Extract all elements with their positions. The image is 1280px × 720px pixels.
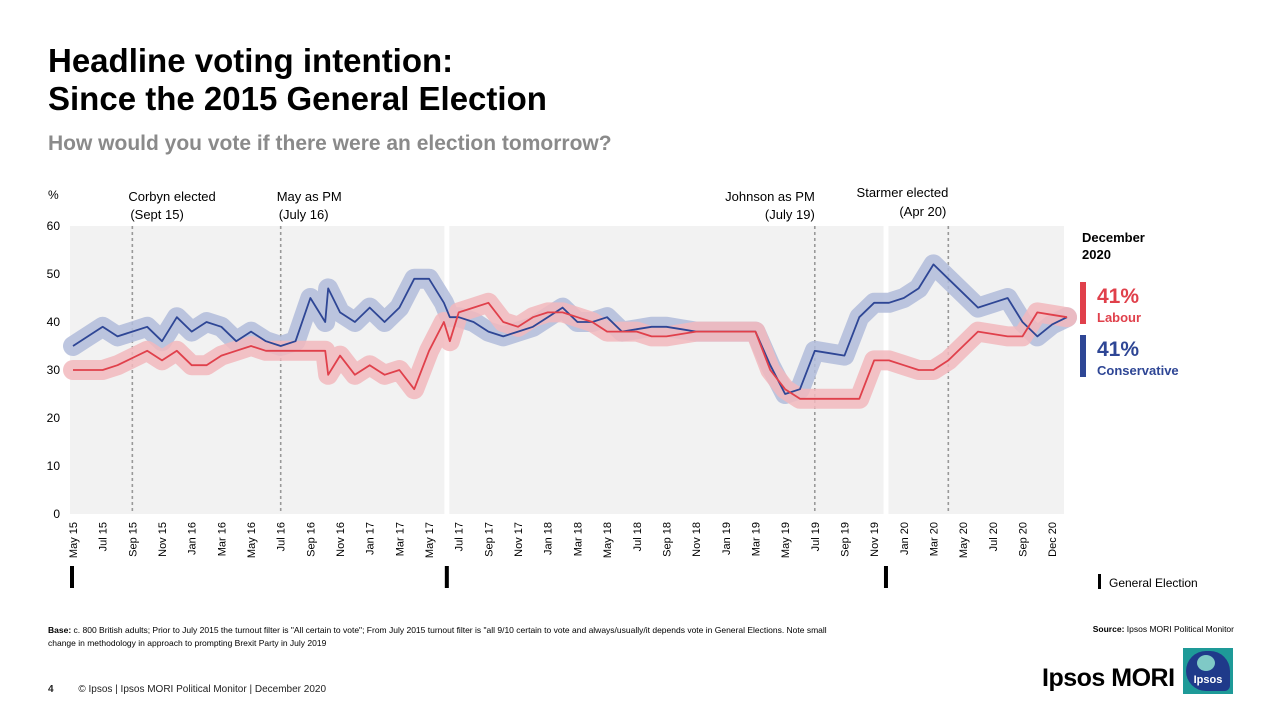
x-tick-label: Mar 16	[216, 522, 228, 556]
x-tick-label: Mar 17	[394, 522, 406, 556]
title-line-1: Headline voting intention:	[48, 42, 454, 79]
ipsos-logo-icon: Ipsos	[1183, 648, 1233, 694]
page-title: Headline voting intention: Since the 201…	[48, 42, 547, 118]
annotation-date: (July 19)	[765, 207, 815, 222]
x-tick-label: Sep 18	[661, 522, 673, 557]
y-tick-label: 40	[47, 315, 61, 329]
conservative-confidence-band	[63, 254, 1077, 404]
conservative-line	[72, 263, 1068, 395]
legend-conservative-swatch	[1080, 335, 1086, 377]
x-tick-label: Jul 16	[276, 522, 288, 551]
annotation-date: (Sept 15)	[130, 207, 183, 222]
x-tick-label: Jan 19	[721, 522, 733, 555]
x-tick-label: May 15	[68, 522, 80, 558]
annotation-title: Johnson as PM	[725, 189, 815, 204]
annotation-title: Corbyn elected	[128, 189, 215, 204]
x-tick-label: Jul 19	[810, 522, 822, 551]
annotation-date: (July 16)	[279, 207, 329, 222]
y-tick-label: 0	[53, 507, 60, 521]
legend-labour-label: Labour	[1097, 310, 1141, 325]
x-tick-label: Sep 16	[305, 522, 317, 557]
x-tick-label: Jul 20	[988, 522, 1000, 551]
x-tick-label: May 17	[424, 522, 436, 558]
legend-conservative-value: 41%	[1097, 338, 1139, 361]
x-tick-label: May 16	[246, 522, 258, 558]
page-number: 4	[48, 684, 54, 695]
source-text: Ipsos MORI Political Monitor	[1124, 624, 1234, 634]
x-tick-label: May 19	[780, 522, 792, 558]
annotation-title: May as PM	[277, 189, 342, 204]
legend-labour-value: 41%	[1097, 285, 1139, 308]
page-subtitle: How would you vote if there were an elec…	[48, 132, 612, 155]
x-tick-label: Nov 16	[335, 522, 347, 557]
general-election-marker	[883, 566, 888, 588]
legend-conservative-label: Conservative	[1097, 363, 1179, 378]
y-tick-label: 30	[47, 363, 61, 377]
source-note: Source: Ipsos MORI Political Monitor	[1093, 624, 1234, 634]
title-line-2: Since the 2015 General Election	[48, 80, 547, 117]
x-tick-label: Jul 15	[98, 522, 110, 551]
x-tick-label: Mar 20	[928, 522, 940, 556]
x-tick-label: Sep 15	[127, 522, 139, 557]
legend-heading-year: 2020	[1082, 247, 1111, 262]
general-election-marker	[444, 566, 449, 588]
x-tick-label: Nov 17	[513, 522, 525, 557]
x-tick-label: Mar 19	[750, 522, 762, 556]
base-label: Base:	[48, 625, 72, 635]
legend-election-label: General Election	[1109, 576, 1198, 590]
base-text: c. 800 British adults; Prior to July 201…	[48, 625, 827, 648]
x-tick-label: Sep 19	[839, 522, 851, 557]
x-tick-label: Dec 20	[1047, 522, 1059, 557]
general-election-marker	[70, 566, 74, 588]
x-tick-label: Jan 20	[899, 522, 911, 555]
footer-text: © Ipsos | Ipsos MORI Political Monitor |…	[78, 684, 326, 695]
labour-confidence-band	[63, 292, 1077, 409]
plot-area	[70, 226, 1064, 514]
y-tick-label: 20	[47, 411, 61, 425]
y-axis-label: %	[48, 188, 59, 202]
x-tick-label: Jan 16	[187, 522, 199, 555]
legend-heading: December	[1082, 230, 1145, 245]
y-tick-label: 50	[47, 267, 61, 281]
labour-line	[73, 301, 1068, 400]
x-tick-label: Jan 17	[365, 522, 377, 555]
x-tick-label: Sep 17	[483, 522, 495, 557]
x-tick-label: May 20	[958, 522, 970, 558]
x-tick-label: May 18	[602, 522, 614, 558]
legend-labour-swatch	[1080, 282, 1086, 324]
logo-text: Ipsos	[1193, 674, 1223, 686]
brand-name: Ipsos MORI	[1042, 664, 1175, 692]
base-note: Base: c. 800 British adults; Prior to Ju…	[48, 624, 838, 650]
x-tick-label: Nov 19	[869, 522, 881, 557]
y-tick-label: 10	[47, 459, 61, 473]
footer: 4 © Ipsos | Ipsos MORI Political Monitor…	[48, 684, 326, 695]
x-tick-label: Nov 15	[157, 522, 169, 557]
x-tick-label: Mar 18	[572, 522, 584, 556]
x-tick-label: Jan 18	[543, 522, 555, 555]
x-tick-label: Jul 18	[632, 522, 644, 551]
annotation-title: Starmer elected	[857, 185, 949, 200]
annotation-date: (Apr 20)	[899, 204, 946, 219]
x-tick-label: Sep 20	[1017, 522, 1029, 557]
legend-election-swatch	[1098, 574, 1101, 589]
source-label: Source:	[1092, 624, 1125, 634]
x-tick-label: Jul 17	[454, 522, 466, 551]
y-tick-label: 60	[47, 219, 61, 233]
x-tick-label: Nov 18	[691, 522, 703, 557]
